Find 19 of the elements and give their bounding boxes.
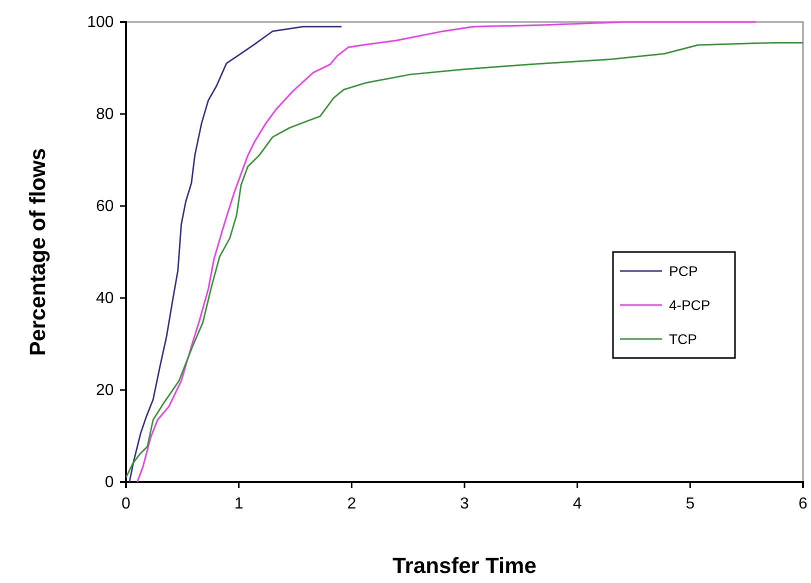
x-tick-label: 1 <box>234 496 244 513</box>
x-tick-label: 2 <box>347 496 356 513</box>
y-tick-label: 40 <box>96 290 114 308</box>
y-tick-label: 60 <box>96 198 114 216</box>
x-tick-label: 4 <box>572 496 582 513</box>
x-tick-label: 5 <box>686 496 695 513</box>
legend-label: PCP <box>669 263 698 279</box>
y-tick-label: 100 <box>87 14 114 32</box>
legend-label: 4-PCP <box>669 297 710 313</box>
y-tick-label: 20 <box>96 382 114 400</box>
y-tick-label: 80 <box>96 106 114 124</box>
y-tick-label: 0 <box>104 474 114 492</box>
legend-label: TCP <box>669 331 697 347</box>
y-axis-title: Percentage of flows <box>25 148 50 356</box>
x-tick-label: 3 <box>460 496 470 513</box>
line-series <box>128 26 342 483</box>
x-axis-title: Transfer Time <box>392 553 536 578</box>
x-tick-label: 6 <box>798 496 808 513</box>
x-tick-label: 0 <box>122 496 131 513</box>
